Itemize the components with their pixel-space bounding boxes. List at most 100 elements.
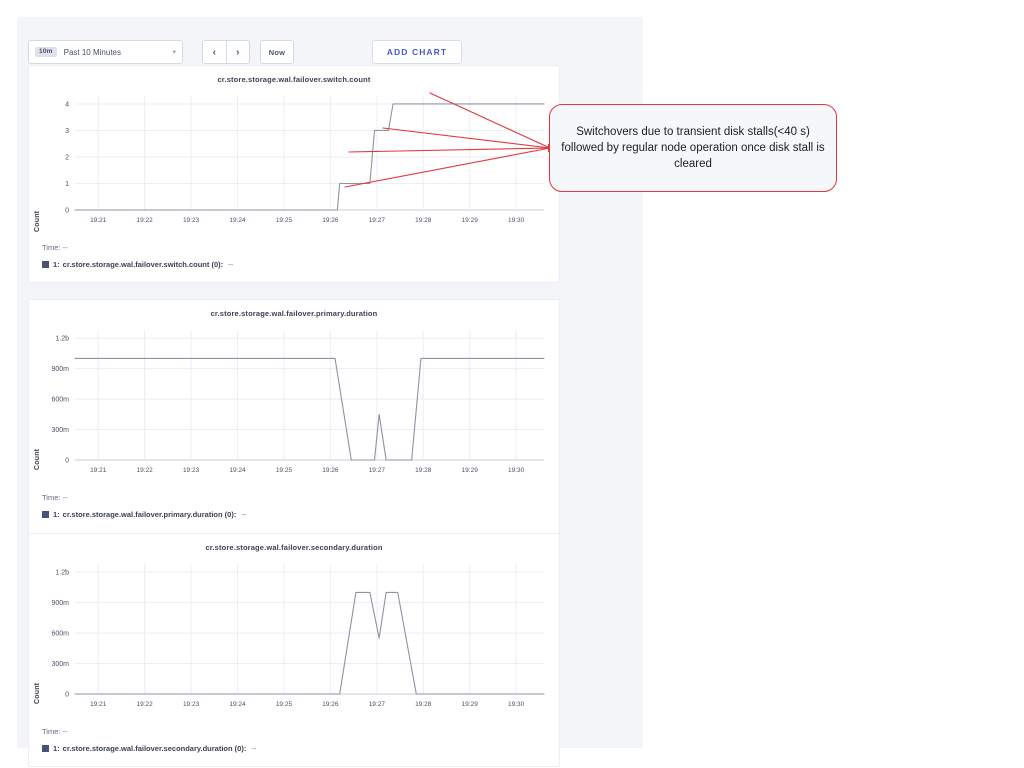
time-readout-value: -- xyxy=(62,243,68,252)
time-readout: Time: -- xyxy=(42,727,559,736)
legend-color-swatch xyxy=(42,745,49,752)
time-range-label: Past 10 Minutes xyxy=(63,47,121,57)
time-readout-value: -- xyxy=(62,493,68,502)
svg-text:1.2b: 1.2b xyxy=(55,570,69,577)
chart-legend[interactable]: 1: cr.store.storage.wal.failover.switch.… xyxy=(42,260,559,269)
svg-text:19:28: 19:28 xyxy=(415,701,432,708)
time-readout: Time: -- xyxy=(42,493,559,502)
svg-text:19:28: 19:28 xyxy=(415,217,432,224)
time-readout-label: Time: xyxy=(42,727,61,736)
svg-text:19:27: 19:27 xyxy=(369,217,386,224)
time-range-select[interactable]: 10m Past 10 Minutes ▾ xyxy=(28,40,183,64)
legend-series-name: cr.store.storage.wal.failover.primary.du… xyxy=(62,510,237,519)
next-period-button[interactable]: › xyxy=(226,41,249,63)
svg-text:300m: 300m xyxy=(51,661,69,668)
time-readout-label: Time: xyxy=(42,243,61,252)
legend-color-swatch xyxy=(42,261,49,268)
svg-text:1.2b: 1.2b xyxy=(55,336,69,343)
add-chart-label: ADD CHART xyxy=(386,47,448,57)
svg-text:600m: 600m xyxy=(51,631,69,638)
svg-text:19:27: 19:27 xyxy=(369,467,386,474)
svg-text:19:25: 19:25 xyxy=(276,217,293,224)
svg-text:19:29: 19:29 xyxy=(462,217,479,224)
annotation-callout: Switchovers due to transient disk stalls… xyxy=(549,104,837,192)
chart-card[interactable]: cr.store.storage.wal.failover.primary.du… xyxy=(28,299,560,534)
chart-footer: Time: -- 1: cr.store.storage.wal.failove… xyxy=(29,243,559,269)
add-chart-button[interactable]: ADD CHART xyxy=(372,40,462,64)
legend-series-value: -- xyxy=(228,260,234,269)
time-readout-value: -- xyxy=(62,727,68,736)
legend-series-name: cr.store.storage.wal.failover.secondary.… xyxy=(62,744,247,753)
chart-card[interactable]: cr.store.storage.wal.failover.secondary.… xyxy=(28,533,560,767)
chart-footer: Time: -- 1: cr.store.storage.wal.failove… xyxy=(29,727,559,753)
chevron-left-icon: ‹ xyxy=(212,46,216,58)
time-readout-label: Time: xyxy=(42,493,61,502)
svg-text:2: 2 xyxy=(65,155,69,162)
now-button-label: Now xyxy=(268,47,286,57)
chart-plot-area[interactable]: Count 0 300m 600m 900m 1.2b 19:21 19:22 19:23 19… xyxy=(29,318,561,486)
legend-series-value: -- xyxy=(241,510,247,519)
chart-footer: Time: -- 1: cr.store.storage.wal.failove… xyxy=(29,493,559,519)
svg-text:19:30: 19:30 xyxy=(508,217,525,224)
svg-text:19:24: 19:24 xyxy=(229,467,246,474)
svg-text:900m: 900m xyxy=(51,600,69,607)
now-button[interactable]: Now xyxy=(260,40,294,64)
svg-text:19:29: 19:29 xyxy=(462,467,479,474)
svg-text:0: 0 xyxy=(65,692,69,699)
chart-title: cr.store.storage.wal.failover.secondary.… xyxy=(205,543,383,552)
chart-title: cr.store.storage.wal.failover.primary.du… xyxy=(210,309,378,318)
svg-text:3: 3 xyxy=(65,128,69,135)
previous-period-button[interactable]: ‹ xyxy=(203,41,227,63)
svg-text:19:21: 19:21 xyxy=(90,467,107,474)
svg-text:19:28: 19:28 xyxy=(415,467,432,474)
svg-text:19:26: 19:26 xyxy=(322,467,339,474)
svg-text:19:22: 19:22 xyxy=(137,701,154,708)
svg-text:19:23: 19:23 xyxy=(183,467,200,474)
svg-text:19:24: 19:24 xyxy=(229,701,246,708)
svg-text:4: 4 xyxy=(65,102,69,109)
svg-text:19:29: 19:29 xyxy=(462,701,479,708)
chart-title: cr.store.storage.wal.failover.switch.cou… xyxy=(217,75,371,84)
svg-text:19:22: 19:22 xyxy=(137,217,154,224)
legend-series-name: cr.store.storage.wal.failover.switch.cou… xyxy=(62,260,224,269)
svg-text:600m: 600m xyxy=(51,397,69,404)
legend-index: 1: xyxy=(53,510,60,519)
chart-legend[interactable]: 1: cr.store.storage.wal.failover.primary… xyxy=(42,510,559,519)
svg-text:900m: 900m xyxy=(51,366,69,373)
svg-text:19:24: 19:24 xyxy=(229,217,246,224)
chart-svg: 0 1 2 3 4 19:21 19:22 19:23 19:24 19:25 19:26 19:27… xyxy=(65,96,545,224)
svg-text:19:27: 19:27 xyxy=(369,701,386,708)
svg-text:19:21: 19:21 xyxy=(90,217,107,224)
chart-plot-area[interactable]: Count 0 300m 600m 900m 1.2b 19:21 19:22 19:23 19… xyxy=(29,552,561,720)
chart-legend[interactable]: 1: cr.store.storage.wal.failover.seconda… xyxy=(42,744,559,753)
svg-text:1: 1 xyxy=(65,181,69,188)
time-nav-group: ‹ › xyxy=(202,40,250,64)
y-axis-title: Count xyxy=(34,682,41,704)
svg-text:19:25: 19:25 xyxy=(276,467,293,474)
dashboard-toolbar: 10m Past 10 Minutes ▾ ‹ › Now ADD CHART xyxy=(28,40,632,64)
chart-svg: 0 300m 600m 900m 1.2b 19:21 19:22 19:23 19:24 19:… xyxy=(51,564,545,708)
y-axis-title: Count xyxy=(34,448,41,470)
chevron-right-icon: › xyxy=(236,46,240,58)
y-axis-title: Count xyxy=(34,210,41,232)
svg-text:0: 0 xyxy=(65,208,69,215)
svg-text:19:30: 19:30 xyxy=(508,467,525,474)
svg-text:19:26: 19:26 xyxy=(322,217,339,224)
svg-text:19:30: 19:30 xyxy=(508,701,525,708)
chart-plot-area[interactable]: Count 0 1 2 3 4 19:21 19:22 19:23 19:24 19:25 19:2… xyxy=(29,84,561,236)
svg-text:19:21: 19:21 xyxy=(90,701,107,708)
svg-text:300m: 300m xyxy=(51,427,69,434)
svg-text:19:22: 19:22 xyxy=(137,467,154,474)
svg-text:19:25: 19:25 xyxy=(276,701,293,708)
svg-text:0: 0 xyxy=(65,458,69,465)
legend-index: 1: xyxy=(53,744,60,753)
svg-text:19:23: 19:23 xyxy=(183,217,200,224)
chart-svg: 0 300m 600m 900m 1.2b 19:21 19:22 19:23 19:24 19:… xyxy=(51,330,545,474)
annotation-text: Switchovers due to transient disk stalls… xyxy=(561,125,825,171)
svg-text:19:23: 19:23 xyxy=(183,701,200,708)
chart-card[interactable]: cr.store.storage.wal.failover.switch.cou… xyxy=(28,65,560,283)
legend-series-value: -- xyxy=(251,744,257,753)
time-range-badge: 10m xyxy=(35,46,57,58)
chevron-down-icon: ▾ xyxy=(172,48,176,56)
svg-text:19:26: 19:26 xyxy=(322,701,339,708)
